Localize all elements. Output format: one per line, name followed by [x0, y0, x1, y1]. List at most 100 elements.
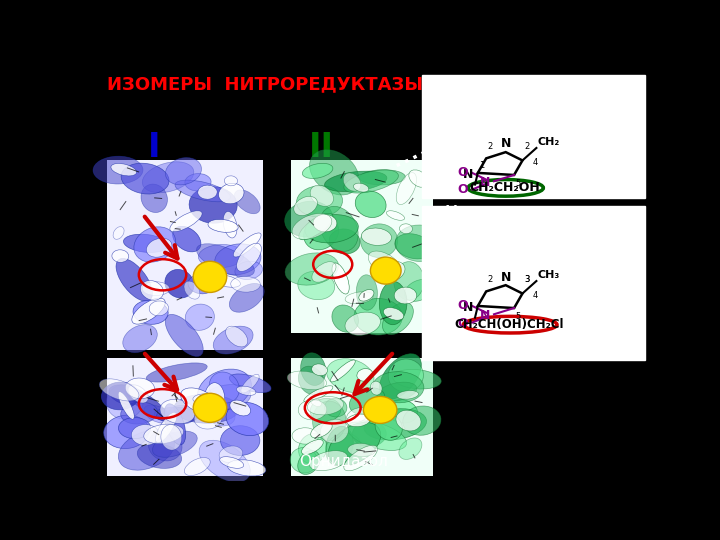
Ellipse shape	[234, 190, 260, 214]
Ellipse shape	[149, 301, 168, 316]
Ellipse shape	[355, 191, 386, 218]
Ellipse shape	[313, 214, 337, 232]
Ellipse shape	[388, 359, 423, 392]
Ellipse shape	[118, 392, 135, 419]
Text: CH₂: CH₂	[538, 137, 559, 147]
Ellipse shape	[379, 354, 421, 400]
Ellipse shape	[197, 244, 254, 276]
Ellipse shape	[304, 386, 333, 402]
Text: CH₃: CH₃	[538, 270, 559, 280]
Ellipse shape	[125, 378, 155, 399]
Ellipse shape	[387, 400, 418, 423]
Ellipse shape	[154, 407, 199, 423]
Ellipse shape	[181, 388, 218, 414]
Text: O: O	[458, 166, 468, 179]
Ellipse shape	[204, 383, 225, 416]
Ellipse shape	[144, 424, 184, 444]
Text: O: O	[458, 316, 468, 329]
Ellipse shape	[356, 275, 377, 310]
Ellipse shape	[378, 382, 417, 401]
Ellipse shape	[298, 400, 327, 420]
Ellipse shape	[174, 394, 239, 423]
Ellipse shape	[133, 300, 168, 325]
Ellipse shape	[119, 417, 150, 438]
Ellipse shape	[395, 234, 432, 259]
Ellipse shape	[160, 399, 195, 423]
Ellipse shape	[143, 162, 194, 193]
Ellipse shape	[230, 276, 261, 292]
Text: 2: 2	[487, 275, 492, 284]
Ellipse shape	[156, 413, 176, 443]
Ellipse shape	[326, 434, 361, 462]
FancyBboxPatch shape	[107, 358, 263, 476]
Ellipse shape	[329, 229, 360, 254]
Ellipse shape	[131, 424, 159, 445]
Ellipse shape	[185, 173, 211, 191]
Ellipse shape	[164, 404, 186, 445]
FancyBboxPatch shape	[291, 358, 433, 476]
Ellipse shape	[140, 280, 163, 300]
Ellipse shape	[384, 308, 404, 320]
Ellipse shape	[220, 426, 260, 455]
Ellipse shape	[153, 431, 197, 457]
Text: 3: 3	[524, 275, 529, 284]
Ellipse shape	[107, 384, 143, 419]
Text: O: O	[458, 299, 468, 312]
FancyBboxPatch shape	[422, 206, 645, 360]
Ellipse shape	[320, 419, 348, 443]
Ellipse shape	[184, 457, 210, 476]
Text: 3: 3	[524, 275, 529, 284]
Ellipse shape	[102, 382, 139, 410]
Ellipse shape	[138, 443, 181, 468]
Ellipse shape	[348, 443, 375, 456]
Ellipse shape	[299, 434, 327, 464]
Ellipse shape	[347, 408, 369, 423]
Ellipse shape	[302, 164, 333, 178]
Ellipse shape	[109, 385, 142, 405]
Ellipse shape	[123, 325, 157, 353]
Ellipse shape	[212, 275, 240, 287]
Text: 4: 4	[533, 292, 538, 300]
Ellipse shape	[166, 314, 203, 356]
Ellipse shape	[194, 408, 222, 429]
Ellipse shape	[112, 250, 129, 262]
Ellipse shape	[148, 430, 182, 461]
Ellipse shape	[352, 421, 386, 447]
Ellipse shape	[193, 394, 217, 404]
Ellipse shape	[311, 422, 332, 438]
FancyBboxPatch shape	[291, 160, 433, 333]
Ellipse shape	[399, 438, 422, 460]
Ellipse shape	[348, 421, 407, 450]
Ellipse shape	[380, 261, 405, 281]
Text: 2: 2	[524, 142, 529, 151]
Ellipse shape	[468, 180, 544, 196]
Ellipse shape	[395, 225, 444, 261]
Ellipse shape	[173, 226, 201, 252]
Ellipse shape	[332, 305, 359, 332]
Ellipse shape	[213, 326, 253, 354]
Ellipse shape	[359, 289, 374, 301]
Ellipse shape	[320, 206, 358, 251]
Ellipse shape	[193, 261, 227, 293]
Ellipse shape	[312, 364, 328, 376]
Ellipse shape	[220, 457, 243, 468]
Ellipse shape	[143, 282, 170, 295]
Ellipse shape	[188, 275, 215, 294]
Ellipse shape	[230, 400, 251, 416]
Text: N: N	[462, 167, 473, 181]
Ellipse shape	[170, 211, 202, 232]
Ellipse shape	[134, 227, 176, 262]
Ellipse shape	[361, 224, 397, 258]
Ellipse shape	[128, 385, 148, 403]
Ellipse shape	[111, 164, 137, 176]
Ellipse shape	[223, 212, 237, 238]
Ellipse shape	[346, 414, 370, 427]
Ellipse shape	[116, 259, 153, 301]
Ellipse shape	[168, 406, 196, 424]
Ellipse shape	[285, 253, 338, 285]
Ellipse shape	[368, 251, 401, 276]
Ellipse shape	[364, 409, 426, 440]
Ellipse shape	[325, 426, 354, 465]
Ellipse shape	[235, 261, 263, 280]
Text: II: II	[309, 131, 334, 165]
